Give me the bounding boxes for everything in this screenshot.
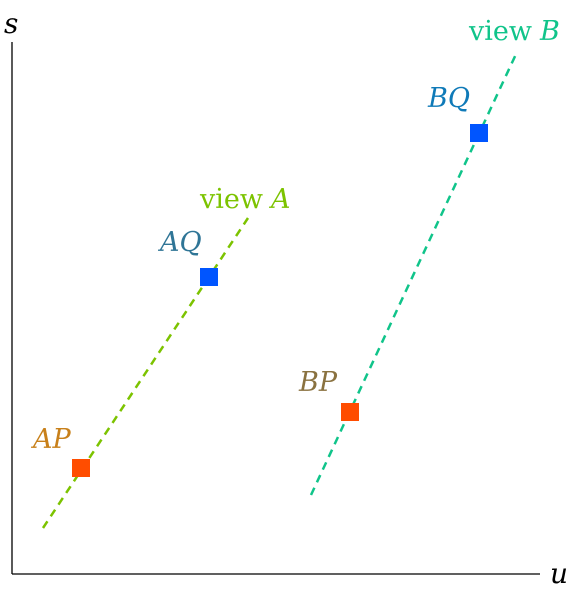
view-b-word: view: [468, 16, 532, 47]
point-aq-marker: [200, 268, 218, 286]
point-bp-marker: [341, 403, 359, 421]
view-a-line: [41, 217, 250, 529]
view-a-label: view A: [199, 184, 290, 215]
view-b-letter: B: [539, 16, 560, 47]
y-axis-label: s: [4, 7, 18, 40]
point-bp-label: BP: [298, 367, 338, 398]
point-ap-label: AP: [30, 424, 71, 455]
point-bq-label: BQ: [427, 83, 470, 114]
x-axis-label: u: [550, 557, 568, 590]
point-aq-label: AQ: [157, 227, 202, 258]
view-b-label: view B: [468, 16, 560, 47]
view-a-word: view: [199, 184, 263, 215]
view-b-line: [309, 51, 519, 496]
point-bq-marker: [470, 124, 488, 142]
point-ap-marker: [72, 459, 90, 477]
view-a-letter: A: [268, 184, 291, 215]
